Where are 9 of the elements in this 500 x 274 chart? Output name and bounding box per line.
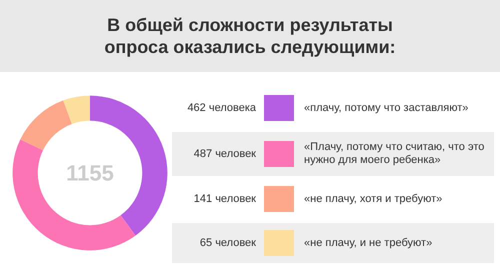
chart-title: В общей сложности результаты опроса оказались следующими: bbox=[103, 14, 397, 58]
legend-label: «Плачу, потому что считаю, что это нужно для моего ребенка» bbox=[303, 141, 486, 167]
legend-label: «не плачу, хотя и требуют» bbox=[303, 192, 444, 206]
data-label: 462 человека bbox=[186, 102, 257, 114]
data-label: 141 человек bbox=[192, 193, 257, 205]
data-label: 487 человек bbox=[192, 148, 257, 160]
legend-label: «плачу, потому что заставляют» bbox=[303, 102, 470, 114]
legend-label: «не плачу, и не требуют» bbox=[303, 236, 434, 250]
data-label: 65 человек bbox=[198, 237, 257, 249]
